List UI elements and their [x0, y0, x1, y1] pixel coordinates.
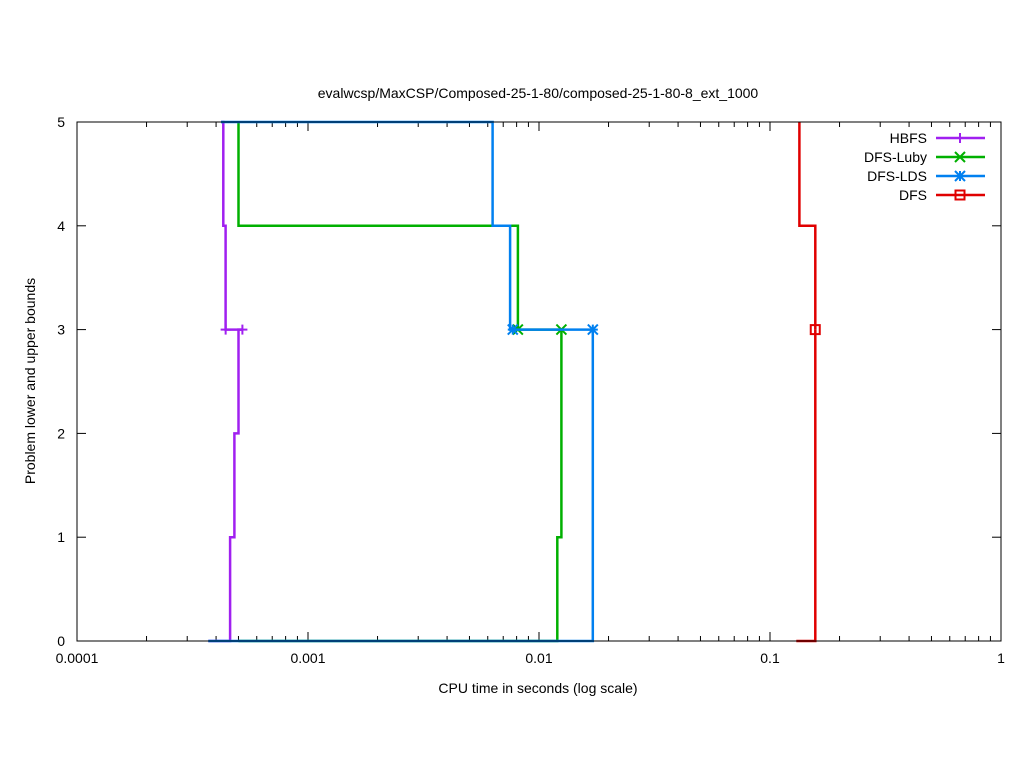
data-point [954, 189, 966, 201]
x-tick-label: 0.0001 [56, 650, 99, 666]
x-tick-label: 0.001 [290, 650, 325, 666]
data-point [587, 323, 599, 336]
data-point [237, 324, 248, 335]
y-tick-label: 5 [57, 114, 65, 130]
series-line-upper [798, 122, 817, 330]
axes: 0.0001 0.001 0.01 0.1 1 0 1 2 3 4 5 [56, 114, 1006, 666]
series-line-lower [796, 329, 817, 643]
legend-label: DFS [899, 187, 927, 203]
series-hbfs [208, 120, 248, 643]
x-tick-label: 0.1 [760, 650, 780, 666]
legend-item-dfs: DFS [899, 187, 985, 203]
legend-label: DFS-Luby [864, 149, 927, 165]
y-tick-label: 0 [57, 633, 65, 649]
x-tick-label: 1 [997, 650, 1005, 666]
data-point [955, 133, 965, 143]
series-dfs [796, 122, 821, 643]
y-tick-label: 1 [57, 529, 65, 545]
data-point [954, 151, 966, 163]
legend-item-dfs-lds: DFS-LDS [867, 168, 985, 184]
series-line-lower [208, 328, 243, 643]
legend-item-hbfs: HBFS [890, 130, 985, 146]
y-tick-label: 3 [57, 322, 65, 338]
legend-label: DFS-LDS [867, 168, 927, 184]
data-point [507, 323, 519, 336]
data-point [954, 170, 966, 182]
legend-item-dfs-luby: DFS-Luby [864, 149, 985, 165]
chart-title: evalwcsp/MaxCSP/Composed-25-1-80/compose… [318, 85, 759, 101]
x-tick-label: 0.01 [525, 650, 552, 666]
data-point [220, 324, 231, 335]
series-dfs-luby [237, 122, 568, 643]
x-axis-label: CPU time in seconds (log scale) [438, 680, 637, 696]
y-tick-label: 2 [57, 425, 65, 441]
plot-frame [76, 121, 1002, 642]
series-line-lower [238, 329, 563, 643]
series-group [208, 120, 821, 643]
series-line-lower [208, 329, 595, 643]
series-line-upper [237, 122, 562, 331]
legend: HBFS DFS-Luby DFS-LDS DFS [864, 130, 985, 203]
legend-label: HBFS [890, 130, 927, 146]
series-dfs-lds [208, 120, 599, 643]
y-axis-label: Problem lower and upper bounds [22, 278, 38, 484]
data-point [809, 324, 821, 336]
y-tick-label: 4 [57, 218, 65, 234]
